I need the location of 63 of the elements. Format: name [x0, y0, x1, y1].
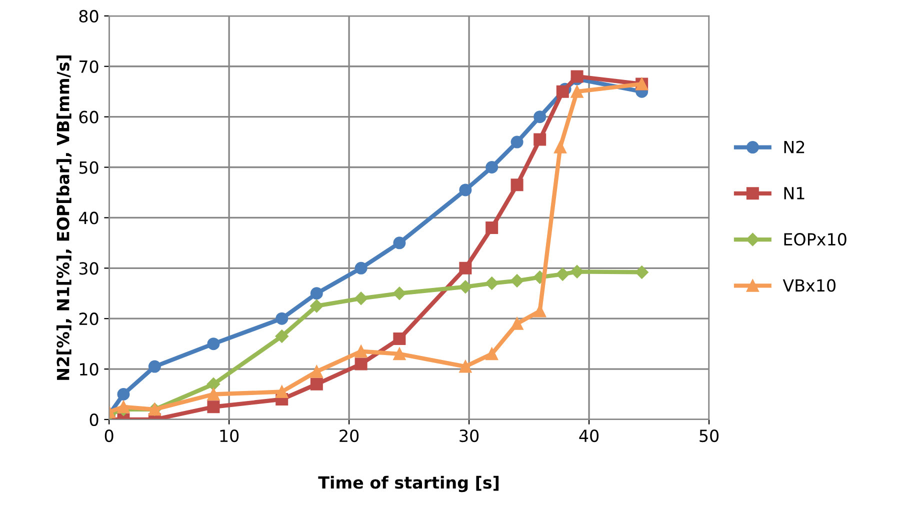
point: [275, 330, 288, 343]
x-axis-title: Time of starting [s]: [318, 476, 499, 492]
point: [459, 262, 472, 274]
point: [354, 262, 368, 274]
point: [486, 222, 498, 234]
point: [486, 161, 498, 174]
point: [393, 348, 406, 360]
point: [510, 178, 524, 192]
legend-label: N1: [784, 187, 804, 200]
x-tick-label: 10: [220, 430, 239, 442]
point: [207, 338, 220, 350]
point: [554, 140, 566, 154]
point: [148, 360, 161, 373]
x-tick-label: 20: [340, 430, 359, 442]
point: [354, 292, 368, 306]
legend-label: N2: [784, 140, 804, 154]
point: [570, 265, 584, 278]
point: [207, 388, 220, 401]
y-axis-title: N2[%], N1[%], EOP[bar], VB[mm/s]: [56, 55, 72, 380]
y-tick-label: 0: [90, 413, 98, 426]
point: [459, 184, 472, 196]
y-tick-label: 20: [79, 312, 98, 326]
point: [556, 268, 570, 281]
point: [556, 85, 569, 98]
y-tick-label: 70: [80, 60, 98, 73]
point: [486, 348, 498, 360]
point: [276, 312, 288, 325]
point: [458, 280, 472, 294]
x-tick-label: 30: [460, 430, 479, 442]
point: [354, 358, 368, 370]
point: [534, 110, 546, 124]
y-tick-label: 40: [78, 212, 98, 224]
point: [117, 400, 130, 414]
point: [485, 276, 498, 290]
point: [459, 360, 472, 373]
y-tick-label: 30: [79, 262, 98, 275]
point: [570, 85, 584, 98]
point: [510, 136, 524, 148]
point: [310, 365, 323, 378]
legend-label: VBx10: [782, 279, 836, 292]
point: [510, 274, 524, 288]
y-tick-label: 50: [79, 161, 98, 174]
point: [117, 388, 130, 401]
point: [276, 385, 288, 398]
point: [354, 345, 368, 358]
x-tick-label: 0: [104, 430, 114, 442]
legend-label: EOPx10: [784, 233, 846, 246]
point: [392, 286, 406, 300]
point: [534, 133, 546, 146]
point: [393, 332, 406, 346]
point: [207, 400, 220, 414]
y-tick-label: 10: [80, 363, 98, 376]
x-tick-label: 50: [700, 430, 719, 442]
point: [635, 266, 648, 279]
y-tick-label: 80: [79, 10, 98, 22]
point: [310, 378, 323, 390]
x-tick-label: 40: [579, 430, 599, 442]
point: [310, 299, 324, 313]
y-tick-label: 60: [79, 110, 98, 124]
point: [510, 317, 524, 330]
point: [310, 287, 323, 300]
point: [206, 378, 220, 391]
point: [393, 236, 406, 250]
